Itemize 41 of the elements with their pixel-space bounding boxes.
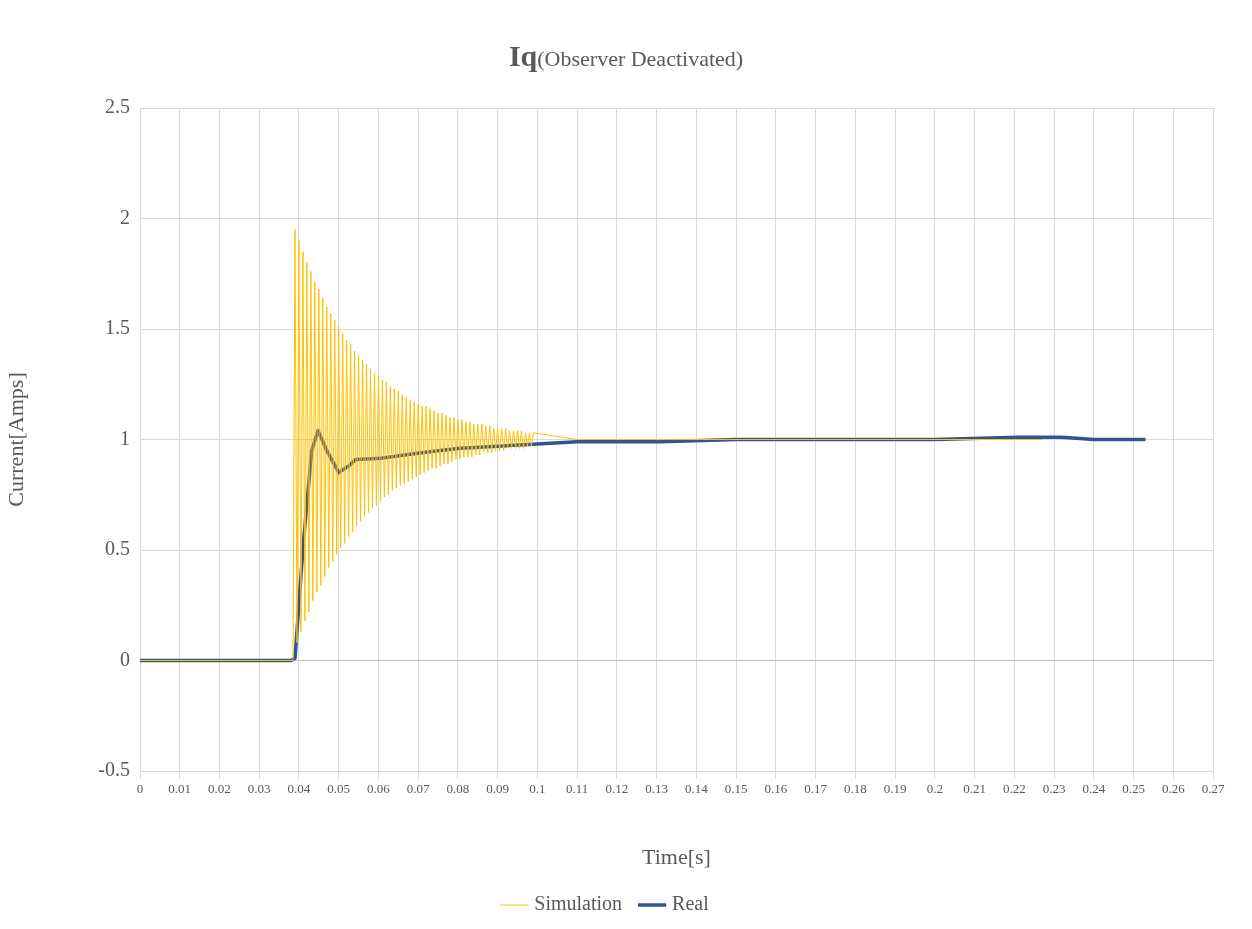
y-tick-label: 1 xyxy=(120,426,130,449)
x-tick-label: 0.01 xyxy=(168,781,192,797)
x-tick-label: 0.23 xyxy=(1042,781,1066,797)
x-tick-label: 0.02 xyxy=(208,781,231,797)
legend-label: Simulation xyxy=(534,892,623,915)
x-tick-label: 0.06 xyxy=(367,781,391,797)
x-tick-label: 0.19 xyxy=(883,781,907,797)
x-tick-label: 0.13 xyxy=(645,781,668,797)
y-tick-label: 0 xyxy=(120,647,130,670)
y-tick-label: -0.5 xyxy=(98,758,130,781)
x-tick-label: 0.25 xyxy=(1122,781,1145,797)
x-tick-label: 0.17 xyxy=(804,781,828,797)
x-tick-label: 0.16 xyxy=(764,781,788,797)
x-axis-title: Time[s] xyxy=(642,843,711,869)
x-tick-label: 0.11 xyxy=(566,781,589,797)
y-tick-label: 2 xyxy=(120,205,130,228)
y-tick-label: 0.5 xyxy=(105,537,130,560)
x-tick-label: 0.21 xyxy=(963,781,986,797)
x-tick-label: 0.04 xyxy=(287,781,311,797)
x-tick-label: 0 xyxy=(136,781,144,797)
x-tick-label: 0.05 xyxy=(327,781,351,797)
y-axis-title: Current[Amps] xyxy=(2,372,28,507)
y-tick-label: 2.5 xyxy=(105,95,130,118)
x-tick-label: 0.07 xyxy=(406,781,431,797)
x-tick-label: 0.27 xyxy=(1201,781,1225,797)
x-tick-label: 0.22 xyxy=(1002,781,1026,797)
chart-subtitle: (Observer Deactivated) xyxy=(537,46,744,71)
x-tick-label: 0.24 xyxy=(1082,781,1106,797)
x-tick-label: 0.12 xyxy=(605,781,629,797)
x-tick-label: 0.03 xyxy=(247,781,271,797)
legend-label: Real xyxy=(672,892,710,915)
x-tick-label: 0.2 xyxy=(926,781,943,797)
x-tick-label: 0.18 xyxy=(843,781,867,797)
y-tick-label: 1.5 xyxy=(105,316,130,339)
chart-title: Iq xyxy=(508,39,538,72)
x-tick-label: 0.09 xyxy=(486,781,510,797)
x-tick-label: 0.1 xyxy=(529,781,546,797)
x-tick-label: 0.15 xyxy=(724,781,748,797)
x-tick-label: 0.14 xyxy=(685,781,709,797)
x-tick-label: 0.26 xyxy=(1161,781,1186,797)
x-tick-label: 0.08 xyxy=(446,781,470,797)
